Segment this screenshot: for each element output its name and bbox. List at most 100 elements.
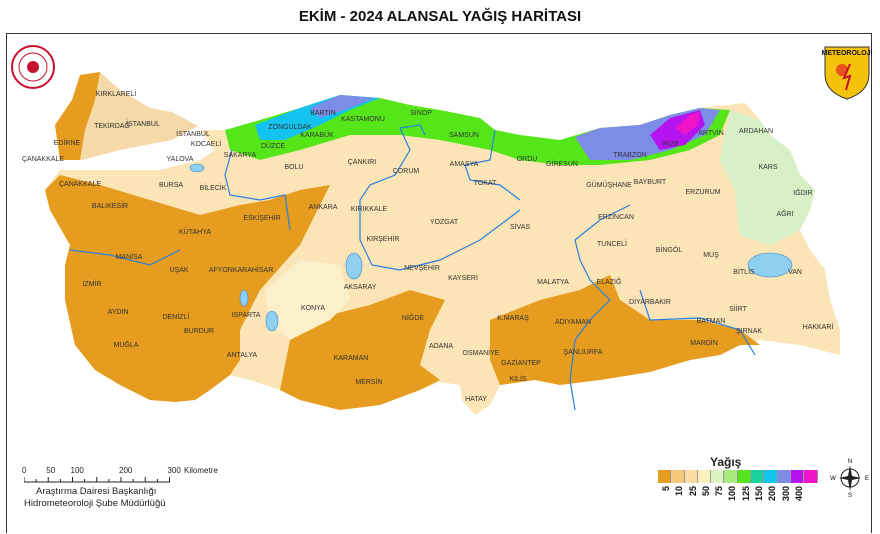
city-label: TOKAT [474,180,497,187]
city-label: AFYONKARAHİSAR [209,265,274,274]
city-label: AMASYA [450,161,479,168]
rize-peak-zone [675,112,700,135]
svg-text:E: E [865,476,869,482]
city-label: GÜMÜŞHANE [586,181,632,189]
legend-swatch [658,470,672,483]
scale-tick-label: 200 [119,466,133,475]
legend-label: 125 [740,486,751,502]
city-label: TEKİRDAĞ [94,121,130,130]
city-label: MUŞ [703,252,719,259]
city-label: ANKARA [309,204,338,211]
legend-label: 300 [780,486,791,502]
legend-swatch [804,470,818,483]
city-label: SİNOP [410,108,432,117]
western-black-sea-purple-band [310,95,375,118]
city-label: RİZE [663,139,679,148]
river-gediz [69,249,181,266]
city-label: AYDIN [108,309,129,316]
konya-plain [265,260,350,340]
city-label: ÇANAKKALE [59,181,101,188]
map-frame [6,33,872,533]
city-label: BARTIN [310,110,336,117]
city-label: UŞAK [169,267,188,274]
city-label: NİĞDE [402,313,425,322]
city-label: KARABÜK [300,131,334,139]
legend-label: 10 [674,486,685,497]
city-label: BAYBURT [634,179,667,186]
city-label: ARTVİN [698,128,724,137]
city-label: ŞIRNAK [736,328,762,335]
legend-label: 50 [700,486,711,497]
legend-swatch [751,470,765,483]
city-label: HAKKARİ [803,322,834,331]
city-label: DENİZLİ [163,312,190,321]
credit-branch: Hidrometeoroloji Şube Müdürlüğü [24,498,166,509]
lake-van [747,252,793,278]
legend-swatch [697,470,712,483]
city-label: MERSİN [355,377,382,386]
legend-label: 200 [767,486,778,502]
river-sakarya [224,149,291,231]
city-label: ŞANLIURFA [564,349,603,356]
legend-label: 25 [687,486,698,497]
city-label: KARAMAN [334,355,369,362]
aegean-dry-zone [45,175,330,402]
city-label: KÜTAHYA [179,228,211,236]
city-label: KIRKLARELİ [96,89,137,98]
svg-text:METEOROLOJİ: METEOROLOJİ [822,49,872,57]
city-label: BALIKESİR [92,201,128,210]
city-label: ÇORUM [393,168,420,175]
svg-text:S: S [848,493,852,498]
lake-iznik [189,163,205,173]
svg-text:W: W [830,476,836,482]
legend-swatch [711,470,725,483]
land-layer [45,72,840,415]
city-label: BOLU [284,164,303,171]
city-label: BİLECİK [200,183,227,192]
legend-swatch [764,470,778,483]
city-label: İZMİR [82,279,101,288]
city-label: TUNCELİ [597,239,627,248]
city-label: MUĞLA [114,340,139,349]
city-label: AĞRI [776,209,793,218]
legend-swatch [724,470,738,483]
lakes [189,163,793,332]
city-label: BURSA [159,182,183,189]
city-label: BİTLİS [733,267,755,276]
city-label: GAZİANTEP [501,358,541,367]
city-label: DİYARBAKIR [629,297,671,306]
legend-label: 150 [754,486,765,502]
legend-swatch [684,470,698,483]
legend-labels: 5 10 25 50 75 100 125 150 200 300 400 [658,486,818,520]
meteoroloji-logo: METEOROLOJİ [822,46,872,100]
legend-label [804,486,817,520]
city-label: KASTAMONU [341,116,385,123]
map-title: EKİM - 2024 ALANSAL YAĞIŞ HARİTASI [298,8,582,25]
legend-label: 75 [714,486,725,497]
city-label: ERZİNCAN [598,212,634,221]
city-label: ELAZIĞ [597,277,622,286]
river-dicle [639,289,756,356]
city-label: BİNGÖL [656,245,683,254]
legend-swatch [790,470,805,483]
city-label: SAKARYA [224,152,257,159]
city-label: ESKİŞEHİR [243,213,280,222]
northeast-wet-zone [720,110,815,245]
river-kizilirmak [359,124,521,271]
city-label: ÇANKIRI [348,159,376,166]
city-label: SAMSUN [449,132,479,139]
city-label: KARS [758,164,777,171]
thrace-west-dry [55,72,100,160]
city-label: YALOVA [167,156,194,163]
legend-label: 100 [727,486,738,502]
city-label: İSTANBUL [126,119,160,128]
city-label: KONYA [301,305,325,312]
scale-tick-label: 0 [22,466,27,475]
city-label: ADANA [429,343,453,350]
city-label: İSTANBUL [176,129,210,138]
city-label: IĞDIR [793,188,812,197]
city-label: ZONGULDAK [268,124,312,131]
svg-text:N: N [848,459,852,465]
city-label: KOCAELİ [191,139,221,148]
city-label: KIRŞEHİR [366,234,399,243]
